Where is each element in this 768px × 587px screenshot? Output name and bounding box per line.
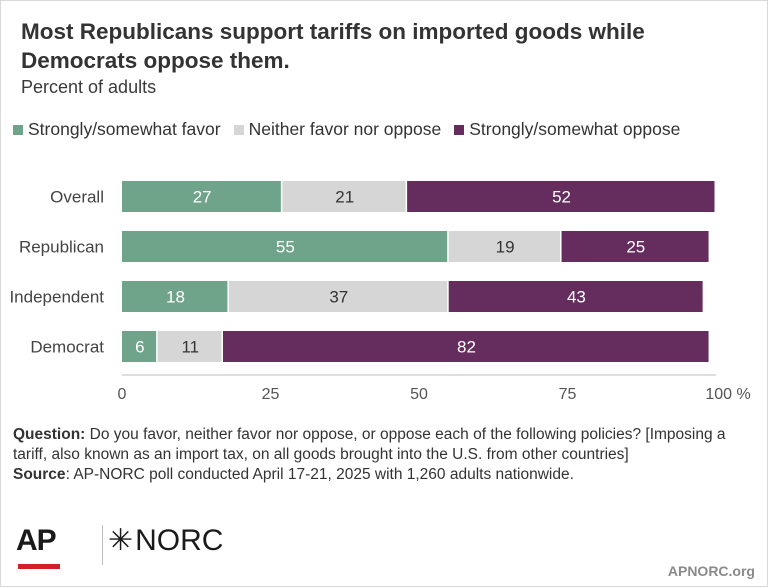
x-tick-label-0: 0: [118, 386, 127, 403]
data-label-overall-series-0: 27: [193, 188, 212, 207]
norc-mark-icon: ✳: [108, 524, 134, 557]
question-label: Question:: [13, 426, 86, 443]
bar-independent-series-2: [448, 281, 703, 312]
data-label-republican-series-2: 25: [626, 238, 645, 257]
bar-overall-series-0: [122, 181, 281, 212]
bar-overall-series-1: [282, 181, 406, 212]
x-tick-label-50: 50: [410, 386, 428, 403]
bar-independent-series-0: [122, 281, 228, 312]
legend-item-oppose: Strongly/somewhat oppose: [454, 119, 680, 140]
norc-logo: ✳NORC: [108, 525, 223, 557]
data-label-independent-series-2: 43: [567, 288, 586, 307]
data-label-democrat-series-0: 6: [135, 338, 144, 357]
source-label: Source: [13, 466, 66, 483]
legend-item-neither: Neither favor nor oppose: [233, 119, 442, 140]
logo-divider: [102, 525, 103, 565]
chart-notes: Question: Do you favor, neither favor no…: [13, 425, 758, 485]
legend-swatch-neither: [233, 124, 244, 135]
bar-democrat-series-2: [222, 331, 709, 362]
bar-democrat-series-0: [122, 331, 157, 362]
data-label-republican-series-0: 55: [276, 238, 295, 257]
category-label-democrat: Democrat: [30, 338, 104, 357]
x-tick-label-75: 75: [559, 386, 577, 403]
legend-item-favor: Strongly/somewhat favor: [13, 119, 221, 140]
bar-democrat-series-1: [157, 331, 222, 362]
ap-logo: AP: [16, 524, 57, 557]
x-tick-label-100: 100 %: [705, 386, 750, 403]
legend-label-favor: Strongly/somewhat favor: [28, 119, 221, 139]
bar-republican-series-2: [561, 231, 709, 262]
data-label-democrat-series-1: 11: [181, 338, 199, 357]
data-label-democrat-series-2: 82: [457, 338, 476, 357]
category-label-republican: Republican: [19, 238, 104, 257]
bar-overall-series-2: [407, 181, 715, 212]
legend-label-oppose: Strongly/somewhat oppose: [469, 119, 681, 139]
category-label-overall: Overall: [50, 188, 104, 207]
question-text: Do you favor, neither favor nor oppose, …: [13, 426, 726, 463]
stacked-bar-chart: Overall 27 21 52 Republican 55 19 25 Independent…: [9, 181, 751, 403]
site-url[interactable]: APNORC.org: [667, 563, 755, 579]
chart-title: Most Republicans support tariffs on impo…: [21, 19, 645, 73]
bar-republican-series-1: [448, 231, 561, 262]
ap-logo-underline: [18, 564, 60, 569]
data-label-independent-series-1: 37: [329, 288, 348, 307]
bar-republican-series-0: [122, 231, 448, 262]
legend-swatch-favor: [13, 124, 23, 135]
source-note: Source: AP-NORC poll conducted April 17-…: [13, 465, 758, 485]
data-label-overall-series-1: 21: [335, 188, 354, 207]
norc-wordmark: NORC: [135, 524, 224, 557]
source-text: : AP-NORC poll conducted April 17-21, 20…: [65, 466, 574, 483]
legend-label-neither: Neither favor nor oppose: [248, 119, 442, 139]
legend-swatch-oppose: [454, 124, 465, 135]
legend: Strongly/somewhat favor Neither favor no…: [13, 119, 693, 140]
category-label-independent: Independent: [9, 288, 104, 307]
data-label-overall-series-2: 52: [552, 188, 571, 207]
chart-subtitle: Percent of adults: [21, 77, 157, 97]
question-note: Question: Do you favor, neither favor no…: [13, 425, 758, 465]
x-tick-label-25: 25: [262, 386, 280, 403]
bar-independent-series-1: [228, 281, 448, 312]
data-label-independent-series-0: 18: [166, 288, 185, 307]
data-label-republican-series-1: 19: [496, 238, 515, 257]
